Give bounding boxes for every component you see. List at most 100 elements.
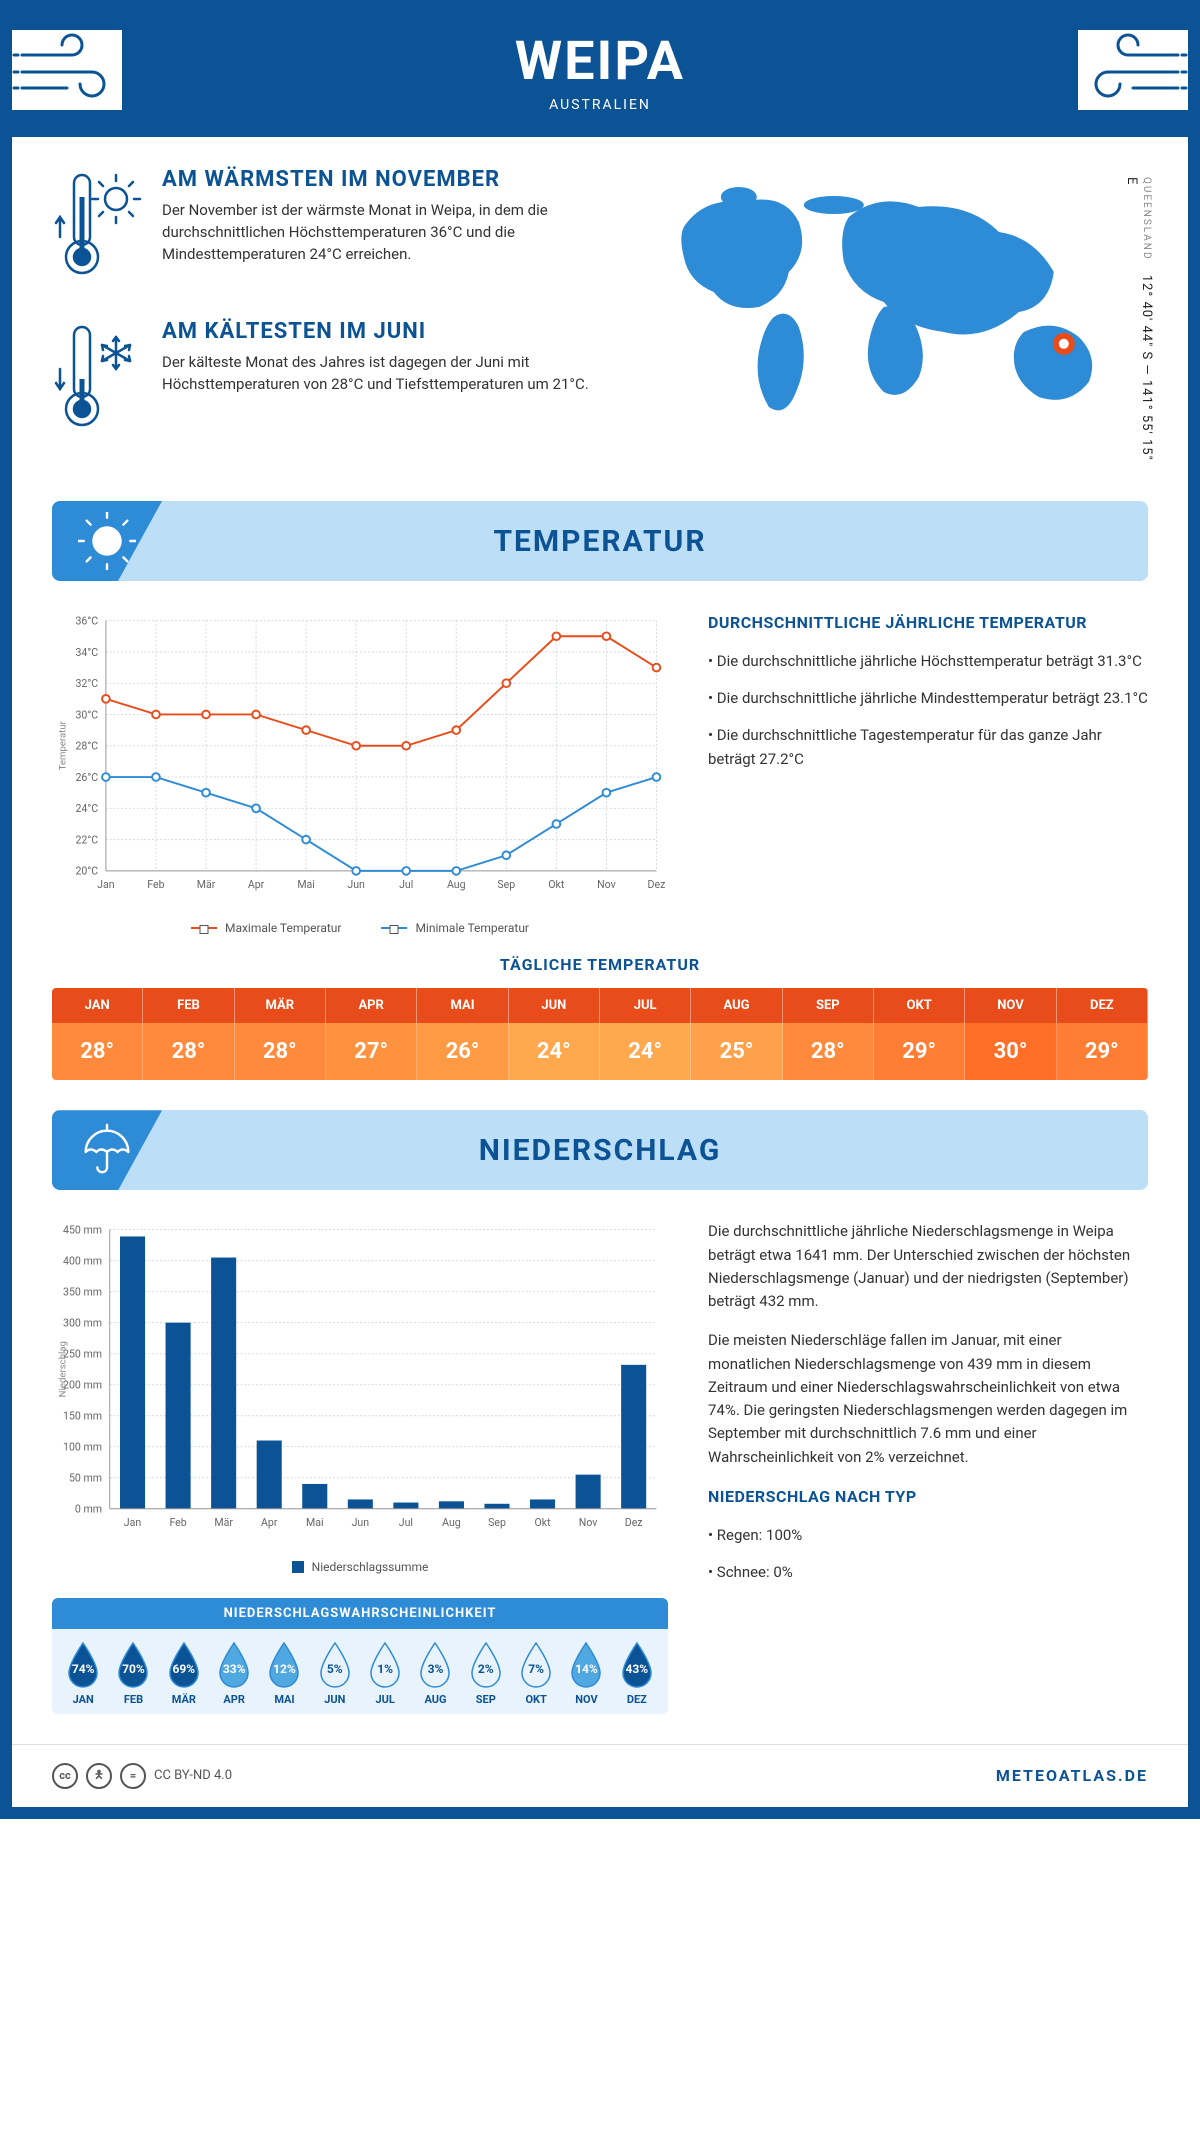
svg-text:Dez: Dez: [625, 1516, 643, 1529]
svg-text:200 mm: 200 mm: [63, 1379, 102, 1392]
svg-text:Sep: Sep: [497, 878, 515, 891]
location-marker-icon: [1053, 333, 1075, 355]
table-cell: 28°: [235, 1023, 326, 1080]
section-title: TEMPERATUR: [493, 524, 706, 559]
fact-text: Der kälteste Monat des Jahres ist dagege…: [162, 352, 610, 396]
table-header: SEP: [783, 988, 874, 1023]
svg-text:Jan: Jan: [124, 1516, 142, 1529]
temperature-line-chart: 20°C22°C24°C26°C28°C30°C32°C34°C36°CJanF…: [52, 611, 668, 909]
by-type-title: NIEDERSCHLAG NACH TYP: [708, 1485, 1148, 1510]
svg-text:0 mm: 0 mm: [75, 1503, 102, 1516]
thermometer-snow-icon: [52, 319, 142, 443]
table-header: APR: [326, 988, 417, 1023]
chart-legend: Niederschlagssumme: [52, 1560, 668, 1574]
section-title: NIEDERSCHLAG: [479, 1133, 722, 1168]
svg-text:24°C: 24°C: [75, 802, 98, 815]
table-header: FEB: [143, 988, 234, 1023]
umbrella-icon: [52, 1110, 162, 1190]
svg-text:Okt: Okt: [534, 1516, 551, 1529]
table-cell: 24°: [509, 1023, 600, 1080]
list-item: Schnee: 0%: [708, 1561, 1148, 1584]
table-cell: 28°: [143, 1023, 234, 1080]
legend-label: Niederschlagssumme: [312, 1560, 429, 1574]
svg-text:Mai: Mai: [306, 1516, 324, 1529]
table-header: MÄR: [235, 988, 326, 1023]
prob-cell: 74% JAN: [58, 1641, 108, 1706]
raindrop-icon: 3%: [415, 1641, 455, 1689]
precip-text: Die durchschnittliche jährliche Niedersc…: [708, 1220, 1148, 1313]
prob-cell: 1% JUL: [360, 1641, 410, 1706]
summary-title: DURCHSCHNITTLICHE JÄHRLICHE TEMPERATUR: [708, 611, 1148, 636]
table-header: NOV: [965, 988, 1056, 1023]
fact-title: AM WÄRMSTEN IM NOVEMBER: [162, 167, 610, 192]
fact-warmest: AM WÄRMSTEN IM NOVEMBER Der November ist…: [52, 167, 610, 291]
svg-text:Sep: Sep: [488, 1516, 506, 1529]
list-item: Regen: 100%: [708, 1524, 1148, 1547]
prob-cell: 3% AUG: [410, 1641, 460, 1706]
brand-label: METEOATLAS.DE: [996, 1766, 1148, 1785]
table-cell: 28°: [783, 1023, 874, 1080]
svg-text:Okt: Okt: [548, 878, 565, 891]
svg-text:28°C: 28°C: [75, 740, 98, 753]
svg-text:Mär: Mär: [197, 878, 216, 891]
country-name: AUSTRALIEN: [12, 97, 1188, 113]
sun-icon: [52, 501, 162, 581]
prob-cell: 14% NOV: [561, 1641, 611, 1706]
svg-text:Aug: Aug: [447, 878, 466, 891]
prob-cell: 69% MÄR: [159, 1641, 209, 1706]
raindrop-icon: 33%: [214, 1641, 254, 1689]
prob-cell: 7% OKT: [511, 1641, 561, 1706]
prob-cell: 5% JUN: [310, 1641, 360, 1706]
svg-text:400 mm: 400 mm: [63, 1255, 102, 1268]
svg-text:Jun: Jun: [352, 1516, 370, 1529]
fact-coldest: AM KÄLTESTEN IM JUNI Der kälteste Monat …: [52, 319, 610, 443]
by-icon: 🯅: [86, 1763, 112, 1789]
svg-text:26°C: 26°C: [75, 771, 98, 784]
prob-cell: 12% MAI: [259, 1641, 309, 1706]
svg-text:Nov: Nov: [579, 1516, 598, 1529]
table-header: JUL: [600, 988, 691, 1023]
table-cell: 30°: [965, 1023, 1056, 1080]
svg-text:Nov: Nov: [597, 878, 616, 891]
summary-item: Die durchschnittliche jährliche Höchstte…: [708, 650, 1148, 673]
intro-section: AM WÄRMSTEN IM NOVEMBER Der November ist…: [12, 137, 1188, 491]
header: WEIPA AUSTRALIEN: [12, 12, 1188, 137]
precip-body: 0 mm50 mm100 mm150 mm200 mm250 mm300 mm3…: [12, 1190, 1188, 1723]
section-banner-temperature: TEMPERATUR: [52, 501, 1148, 581]
table-cell: 24°: [600, 1023, 691, 1080]
svg-text:300 mm: 300 mm: [63, 1317, 102, 1330]
raindrop-icon: 69%: [164, 1641, 204, 1689]
fact-text: Der November ist der wärmste Monat in We…: [162, 200, 610, 265]
wind-icon: [1078, 30, 1188, 110]
wind-icon: [12, 30, 122, 110]
summary-list: Die durchschnittliche jährliche Höchstte…: [708, 650, 1148, 771]
svg-text:Mär: Mär: [214, 1516, 233, 1529]
svg-text:36°C: 36°C: [75, 614, 98, 627]
infographic-frame: WEIPA AUSTRALIEN AM WÄRMSTEN IM NOVEMBER…: [0, 0, 1200, 1819]
table-header: OKT: [874, 988, 965, 1023]
chart-legend: Maximale TemperaturMinimale Temperatur: [52, 921, 668, 935]
prob-cell: 33% APR: [209, 1641, 259, 1706]
raindrop-icon: 74%: [63, 1641, 103, 1689]
svg-text:250 mm: 250 mm: [63, 1348, 102, 1361]
raindrop-icon: 12%: [264, 1641, 304, 1689]
precipitation-bar-chart: 0 mm50 mm100 mm150 mm200 mm250 mm300 mm3…: [52, 1220, 668, 1547]
svg-text:20°C: 20°C: [75, 865, 98, 878]
svg-text:Apr: Apr: [248, 878, 265, 891]
nd-icon: =: [120, 1763, 146, 1789]
summary-item: Die durchschnittliche jährliche Mindestt…: [708, 687, 1148, 710]
table-cell: 29°: [1057, 1023, 1148, 1080]
svg-text:Feb: Feb: [147, 878, 164, 891]
coordinates: QUEENSLAND 12° 40' 44" S — 141° 55' 15" …: [1124, 177, 1154, 471]
summary-item: Die durchschnittliche Tagestemperatur fü…: [708, 724, 1148, 771]
footer: cc 🯅 = CC BY-ND 4.0 METEOATLAS.DE: [12, 1744, 1188, 1807]
svg-text:Jan: Jan: [97, 878, 115, 891]
table-header: JAN: [52, 988, 143, 1023]
svg-text:30°C: 30°C: [75, 708, 98, 721]
license: cc 🯅 = CC BY-ND 4.0: [52, 1763, 232, 1789]
svg-text:Aug: Aug: [442, 1516, 461, 1529]
svg-text:Apr: Apr: [261, 1516, 278, 1529]
prob-cell: 2% SEP: [461, 1641, 511, 1706]
svg-text:Feb: Feb: [169, 1516, 186, 1529]
precip-probability-box: NIEDERSCHLAGSWAHRSCHEINLICHKEIT 74% JAN …: [52, 1598, 668, 1714]
